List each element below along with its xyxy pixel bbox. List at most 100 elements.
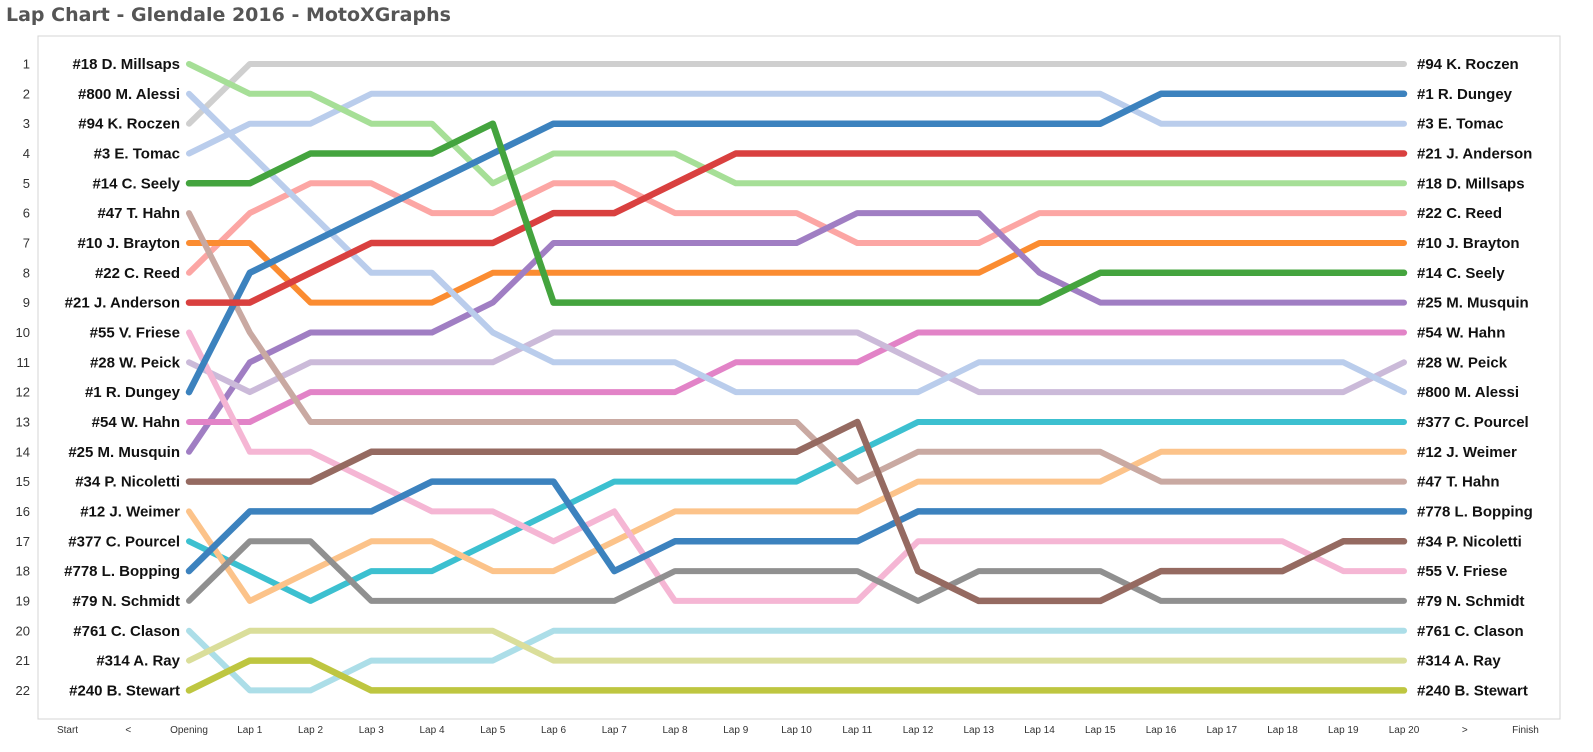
series-line-377-c-pourcel xyxy=(186,419,1407,604)
start-label: #800 M. Alessi xyxy=(78,86,180,103)
x-axis-ticks: Start < Opening Lap 1 Lap 2 Lap 3 Lap 4 Lap 5 La… xyxy=(57,725,1539,736)
x-tick-lap-14: Lap 14 xyxy=(1024,725,1055,736)
x-tick-lap-12: Lap 12 xyxy=(903,725,934,736)
finish-label: #3 E. Tomac xyxy=(1417,116,1503,133)
x-tick-lap-4: Lap 4 xyxy=(419,725,444,736)
finish-label: #10 J. Brayton xyxy=(1417,235,1520,252)
series-line-28-w-peick xyxy=(186,329,1407,396)
finish-label: #800 M. Alessi xyxy=(1417,384,1519,401)
series-line-800-m-alessi xyxy=(186,90,1407,396)
series-line-34-p-nicoletti xyxy=(185,418,1408,605)
start-label: #778 L. Bopping xyxy=(64,563,180,580)
series-line-314-a-ray xyxy=(186,627,1407,664)
start-label: #21 J. Anderson xyxy=(65,295,180,312)
finish-label: #14 C. Seely xyxy=(1417,265,1505,282)
start-label: #1 R. Dungey xyxy=(85,384,181,401)
finish-label: #55 V. Friese xyxy=(1417,563,1507,580)
series-line-12-j-weimer xyxy=(186,448,1407,604)
series-line-778-l-bopping xyxy=(185,478,1408,575)
y-tick-20: 20 xyxy=(16,623,30,638)
finish-label: #778 L. Bopping xyxy=(1417,503,1533,520)
y-tick-5: 5 xyxy=(23,176,30,191)
series-line-14-c-seely xyxy=(185,120,1408,306)
x-tick-lap-11: Lap 11 xyxy=(842,725,872,736)
y-tick-17: 17 xyxy=(16,534,30,549)
series-lines xyxy=(185,61,1408,694)
x-tick-lap-17: Lap 17 xyxy=(1206,725,1237,736)
finish-label: #54 W. Hahn xyxy=(1417,324,1505,341)
start-label: #12 J. Weimer xyxy=(80,503,180,520)
x-tick-lap-5: Lap 5 xyxy=(480,725,505,736)
finish-label: #22 C. Reed xyxy=(1417,205,1502,222)
series-line-79-n-schmidt xyxy=(186,538,1407,604)
start-labels: #18 D. Millsaps #800 M. Alessi #94 K. Rocz… xyxy=(64,56,181,699)
start-label: #47 T. Hahn xyxy=(97,205,180,222)
x-tick-lap-19: Lap 19 xyxy=(1328,725,1359,736)
series-line-55-v-friese xyxy=(186,329,1407,604)
y-tick-7: 7 xyxy=(23,235,30,250)
finish-label: #12 J. Weimer xyxy=(1417,444,1517,461)
series-line-240-b-stewart xyxy=(185,657,1408,694)
y-tick-15: 15 xyxy=(16,474,30,489)
series-line-3-e-tomac xyxy=(186,90,1407,157)
y-tick-14: 14 xyxy=(16,444,30,459)
finish-label: #377 C. Pourcel xyxy=(1417,414,1529,431)
x-tick-lap-18: Lap 18 xyxy=(1267,725,1298,736)
finish-label: #79 N. Schmidt xyxy=(1417,593,1525,610)
y-tick-9: 9 xyxy=(23,295,30,310)
start-label: #240 B. Stewart xyxy=(69,682,180,699)
start-label: #314 A. Ray xyxy=(96,653,180,670)
finish-label: #240 B. Stewart xyxy=(1417,682,1528,699)
start-label: #34 P. Nicoletti xyxy=(75,474,180,491)
x-tick-lap-3: Lap 3 xyxy=(359,725,384,736)
x-tick-opening: Opening xyxy=(170,725,208,736)
series-line-25-m-musquin xyxy=(186,210,1407,455)
finish-label: #18 D. Millsaps xyxy=(1417,175,1525,192)
series-line-21-j-anderson xyxy=(185,150,1408,306)
x-tick-lap-8: Lap 8 xyxy=(662,725,687,736)
start-label: #761 C. Clason xyxy=(73,623,180,640)
x-tick-lap-15: Lap 15 xyxy=(1085,725,1116,736)
x-tick-lap-10: Lap 10 xyxy=(781,725,812,736)
page-title: Lap Chart - Glendale 2016 - MotoXGraphs xyxy=(6,4,451,26)
y-tick-21: 21 xyxy=(16,653,30,668)
finish-label: #21 J. Anderson xyxy=(1417,145,1532,162)
start-label: #25 M. Musquin xyxy=(68,444,180,461)
plot-area-border xyxy=(37,35,1561,720)
y-tick-10: 10 xyxy=(16,325,30,340)
start-label: #377 C. Pourcel xyxy=(68,533,180,550)
x-tick-lap-6: Lap 6 xyxy=(541,725,566,736)
y-tick-16: 16 xyxy=(16,504,30,519)
series-line-1-r-dungey xyxy=(185,90,1408,396)
start-label: #94 K. Roczen xyxy=(78,116,180,133)
start-label: #28 W. Peick xyxy=(90,354,181,371)
x-tick-lap-1: Lap 1 xyxy=(237,725,262,736)
y-tick-2: 2 xyxy=(23,86,30,101)
y-tick-13: 13 xyxy=(16,414,30,429)
finish-label: #761 C. Clason xyxy=(1417,623,1524,640)
x-tick-prev: < xyxy=(125,725,131,736)
x-tick-next: > xyxy=(1462,725,1468,736)
y-tick-11: 11 xyxy=(17,355,31,370)
series-line-94-k-roczen xyxy=(186,61,1407,127)
y-tick-1: 1 xyxy=(23,57,30,72)
y-tick-4: 4 xyxy=(23,146,30,161)
y-tick-22: 22 xyxy=(16,683,30,698)
x-tick-lap-2: Lap 2 xyxy=(298,725,323,736)
y-tick-3: 3 xyxy=(23,116,30,131)
start-label: #3 E. Tomac xyxy=(94,145,180,162)
y-tick-18: 18 xyxy=(16,564,30,579)
x-tick-finish: Finish xyxy=(1512,725,1539,736)
start-label: #54 W. Hahn xyxy=(92,414,180,431)
x-tick-start: Start xyxy=(57,725,78,736)
finish-label: #1 R. Dungey xyxy=(1417,86,1513,103)
start-label: #10 J. Brayton xyxy=(77,235,180,252)
finish-label: #34 P. Nicoletti xyxy=(1417,533,1522,550)
series-line-54-w-hahn xyxy=(186,329,1407,425)
start-label: #22 C. Reed xyxy=(95,265,180,282)
y-tick-12: 12 xyxy=(16,385,30,400)
y-tick-6: 6 xyxy=(23,206,30,221)
finish-label: #47 T. Hahn xyxy=(1417,474,1500,491)
